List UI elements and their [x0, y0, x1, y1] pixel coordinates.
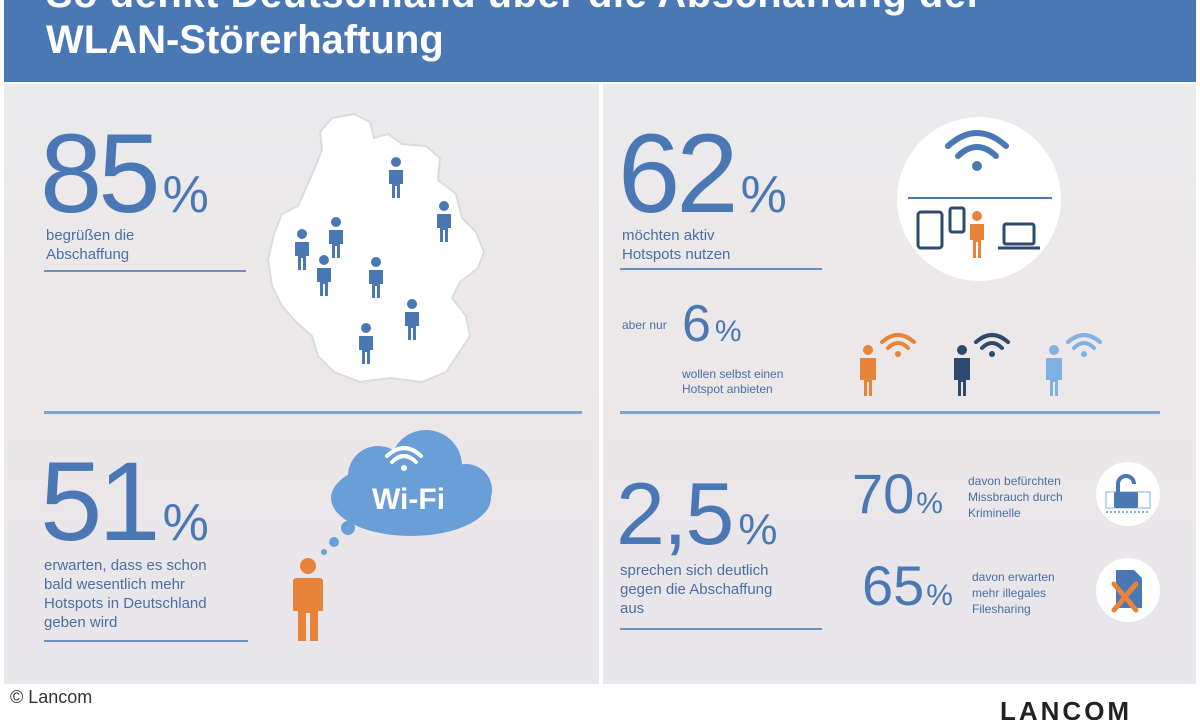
brand-logo: LANCOM: [1000, 696, 1133, 720]
header-banner: So denkt Deutschland über die Abschaffun…: [4, 0, 1196, 82]
person-icon: [329, 217, 343, 258]
stat-25-label-line2: gegen die Abschaffung: [620, 581, 773, 598]
stat-65-label-line2: mehr illegales: [972, 586, 1047, 600]
stat-62-value: 62%: [618, 111, 787, 236]
stat-6-label-line1: wollen selbst einen: [682, 367, 784, 381]
stat-51-underline: [44, 640, 248, 642]
lock-icon: [1096, 462, 1160, 526]
person-icon: [369, 257, 383, 298]
stat-51-label-line1: erwarten, dass es schon: [44, 557, 207, 574]
right-separator: [620, 411, 1160, 414]
stat-62-underline: [620, 268, 822, 270]
germany-map-icon: [266, 112, 486, 384]
stat-25-label-line3: aus: [620, 600, 645, 617]
stat-85-label-line1: begrüßen die: [46, 227, 135, 244]
stat-70-value: 70%: [852, 462, 943, 525]
stat-25-underline: [620, 628, 822, 630]
stat-51-label-line2: bald wesentlich mehr: [44, 576, 185, 593]
person-icon: [437, 201, 451, 242]
stat-51-value: 51%: [40, 439, 209, 564]
person-wifi-dark: [954, 333, 1010, 396]
stat-70-label-line3: Kriminelle: [968, 506, 1021, 520]
stat-62-label-line1: möchten aktiv: [622, 227, 715, 244]
person-icon: [405, 299, 419, 340]
file-crossed-icon: [1096, 558, 1160, 622]
stat-25-value: 2,5%: [616, 464, 778, 563]
stat-65-label-line3: Filesharing: [972, 602, 1031, 616]
stat-51-label-line4: geben wird: [44, 614, 118, 631]
map-person-icons: [295, 157, 451, 364]
person-icon: [359, 323, 373, 364]
person-icon-orange: [293, 558, 323, 641]
person-icon: [389, 157, 403, 198]
thought-bubbles: [321, 521, 355, 555]
left-separator: [44, 411, 582, 414]
stat-70-label-line1: davon befürchten: [968, 474, 1061, 488]
wifi-cloud-icon: [331, 430, 492, 536]
stat-51-label-line3: Hotspots in Deutschland: [44, 595, 207, 612]
stat-25-label-line1: sprechen sich deutlich: [620, 562, 769, 579]
header-title-line1: So denkt Deutschland über die Abschaffun…: [46, 0, 983, 17]
stat-65-label-line1: davon erwarten: [972, 570, 1055, 584]
stat-6-prefix: aber nur: [622, 318, 667, 332]
stat-70-label-line2: Missbrauch durch: [968, 490, 1063, 504]
stat-85-label-line2: Abschaffung: [46, 246, 130, 263]
devices-icon: [897, 117, 1061, 281]
person-wifi-light: [1046, 333, 1102, 396]
stat-62-label-line2: Hotspots nutzen: [622, 246, 731, 263]
person-icon: [295, 229, 309, 270]
person-wifi-orange: [860, 333, 916, 396]
stat-6-label-line2: Hotspot anbieten: [682, 382, 773, 396]
wifi-cloud-label: Wi-Fi: [372, 483, 446, 516]
stat-85-value: 85%: [40, 111, 209, 236]
person-icon: [317, 255, 331, 296]
header-title-line2: WLAN-Störerhaftung: [46, 18, 444, 62]
hotspot-people-icons: [860, 333, 1102, 396]
copyright-label: © Lancom: [10, 687, 93, 707]
stat-85-underline: [44, 270, 246, 272]
stat-65-value: 65%: [862, 554, 953, 617]
stat-6-value: 6%: [682, 295, 742, 353]
